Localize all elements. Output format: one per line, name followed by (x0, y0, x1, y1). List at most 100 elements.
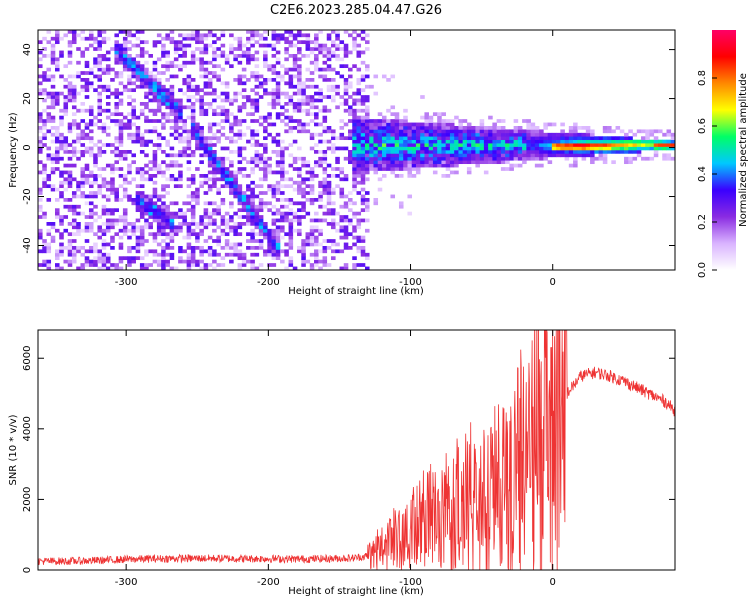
heatmap-cell (318, 88, 323, 93)
heatmap-cell (280, 249, 285, 254)
heatmap-cell (59, 74, 64, 79)
heatmap-cell (38, 146, 43, 151)
heatmap-cell (80, 194, 86, 199)
heatmap-cell (585, 146, 591, 151)
snr-x-axis-label: Height of straight line (km) (288, 586, 424, 597)
heatmap-cell (437, 150, 442, 154)
heatmap-cell (314, 115, 319, 120)
heatmap-cell (50, 54, 56, 58)
heatmap-cell (263, 30, 268, 34)
heatmap-cell (322, 187, 328, 192)
heatmap-cell (326, 184, 332, 189)
heatmap-cell (441, 156, 446, 161)
heatmap-cell (284, 122, 289, 127)
heatmap-cell (54, 160, 60, 165)
heatmap-cell (135, 204, 141, 209)
heatmap-cell (135, 43, 141, 48)
heatmap-cell (415, 122, 421, 127)
heatmap-cell (139, 235, 145, 240)
heatmap-cell (280, 225, 285, 230)
heatmap-cell (59, 115, 64, 120)
heatmap-cell (500, 156, 506, 161)
heatmap-cell (80, 228, 86, 233)
heatmap-cell (54, 198, 60, 202)
heatmap-cell (101, 30, 107, 34)
heatmap-cell (122, 115, 128, 120)
heatmap-cell (390, 143, 396, 147)
heatmap-cell (71, 84, 77, 89)
heatmap-cell (114, 160, 119, 165)
heatmap-cell (547, 139, 553, 144)
heatmap-cell (585, 126, 591, 130)
heatmap-cell (348, 218, 353, 223)
heatmap-cell (148, 71, 153, 75)
heatmap-cell (258, 208, 264, 213)
heatmap-cell (292, 84, 298, 89)
heatmap-cell (229, 184, 234, 189)
heatmap-cell (305, 160, 311, 165)
heatmap-cell (203, 263, 209, 267)
snr-series-line (38, 330, 675, 570)
heatmap-cell (152, 201, 158, 206)
heatmap-cell (156, 40, 162, 45)
heatmap-cell (322, 129, 328, 134)
heatmap-cell (267, 43, 272, 48)
heatmap-cell (309, 242, 315, 247)
heatmap-cell (309, 170, 315, 175)
heatmap-cell (199, 102, 204, 106)
heatmap-cell (152, 218, 158, 223)
heatmap-cell (190, 259, 196, 264)
heatmap-cell (186, 33, 192, 38)
heatmap-cell (547, 136, 553, 141)
heatmap-cell (275, 57, 281, 62)
heatmap-cell (182, 136, 187, 141)
heatmap-cell (131, 201, 136, 206)
heatmap-cell (415, 160, 421, 165)
heatmap-cell (335, 43, 340, 48)
heatmap-cell (331, 191, 336, 195)
heatmap-cell (250, 136, 255, 141)
heatmap-cell (118, 153, 124, 158)
heatmap-cell (114, 95, 119, 99)
heatmap-cell (118, 81, 124, 86)
heatmap-cell (101, 211, 107, 216)
heatmap-cell (224, 119, 230, 123)
heatmap-cell (42, 54, 47, 58)
heatmap-cell (301, 180, 306, 185)
heatmap-cell (173, 177, 179, 182)
heatmap-cell (314, 33, 319, 38)
heatmap-cell (348, 105, 353, 110)
heatmap-cell (46, 95, 52, 99)
spectrogram-y-tick-label: 40 (22, 43, 33, 56)
heatmap-cell (38, 170, 43, 175)
heatmap-cell (267, 201, 272, 206)
heatmap-cell (199, 40, 204, 45)
heatmap-cell (509, 136, 514, 141)
heatmap-cell (105, 242, 111, 247)
heatmap-cell (386, 122, 391, 127)
heatmap-cell (479, 122, 485, 127)
heatmap-cell (169, 95, 175, 99)
heatmap-cell (343, 146, 349, 151)
heatmap-cell (356, 50, 362, 55)
heatmap-cell (165, 259, 170, 264)
heatmap-cell (445, 122, 451, 127)
heatmap-cell (161, 239, 166, 243)
heatmap-cell (190, 105, 196, 110)
heatmap-cell (288, 239, 294, 243)
heatmap-cell (54, 156, 60, 161)
heatmap-cell (415, 150, 421, 154)
heatmap-cell (131, 136, 136, 141)
heatmap-cell (156, 119, 162, 123)
heatmap-cell (71, 259, 77, 264)
heatmap-cell (343, 246, 349, 250)
heatmap-cell (441, 132, 446, 137)
heatmap-cell (258, 177, 264, 182)
heatmap-cell (152, 211, 158, 216)
heatmap-cell (364, 139, 370, 144)
heatmap-cell (420, 150, 425, 154)
heatmap-cell (492, 150, 497, 154)
heatmap-cell (59, 174, 64, 178)
heatmap-cell (258, 239, 264, 243)
heatmap-cell (233, 211, 238, 216)
